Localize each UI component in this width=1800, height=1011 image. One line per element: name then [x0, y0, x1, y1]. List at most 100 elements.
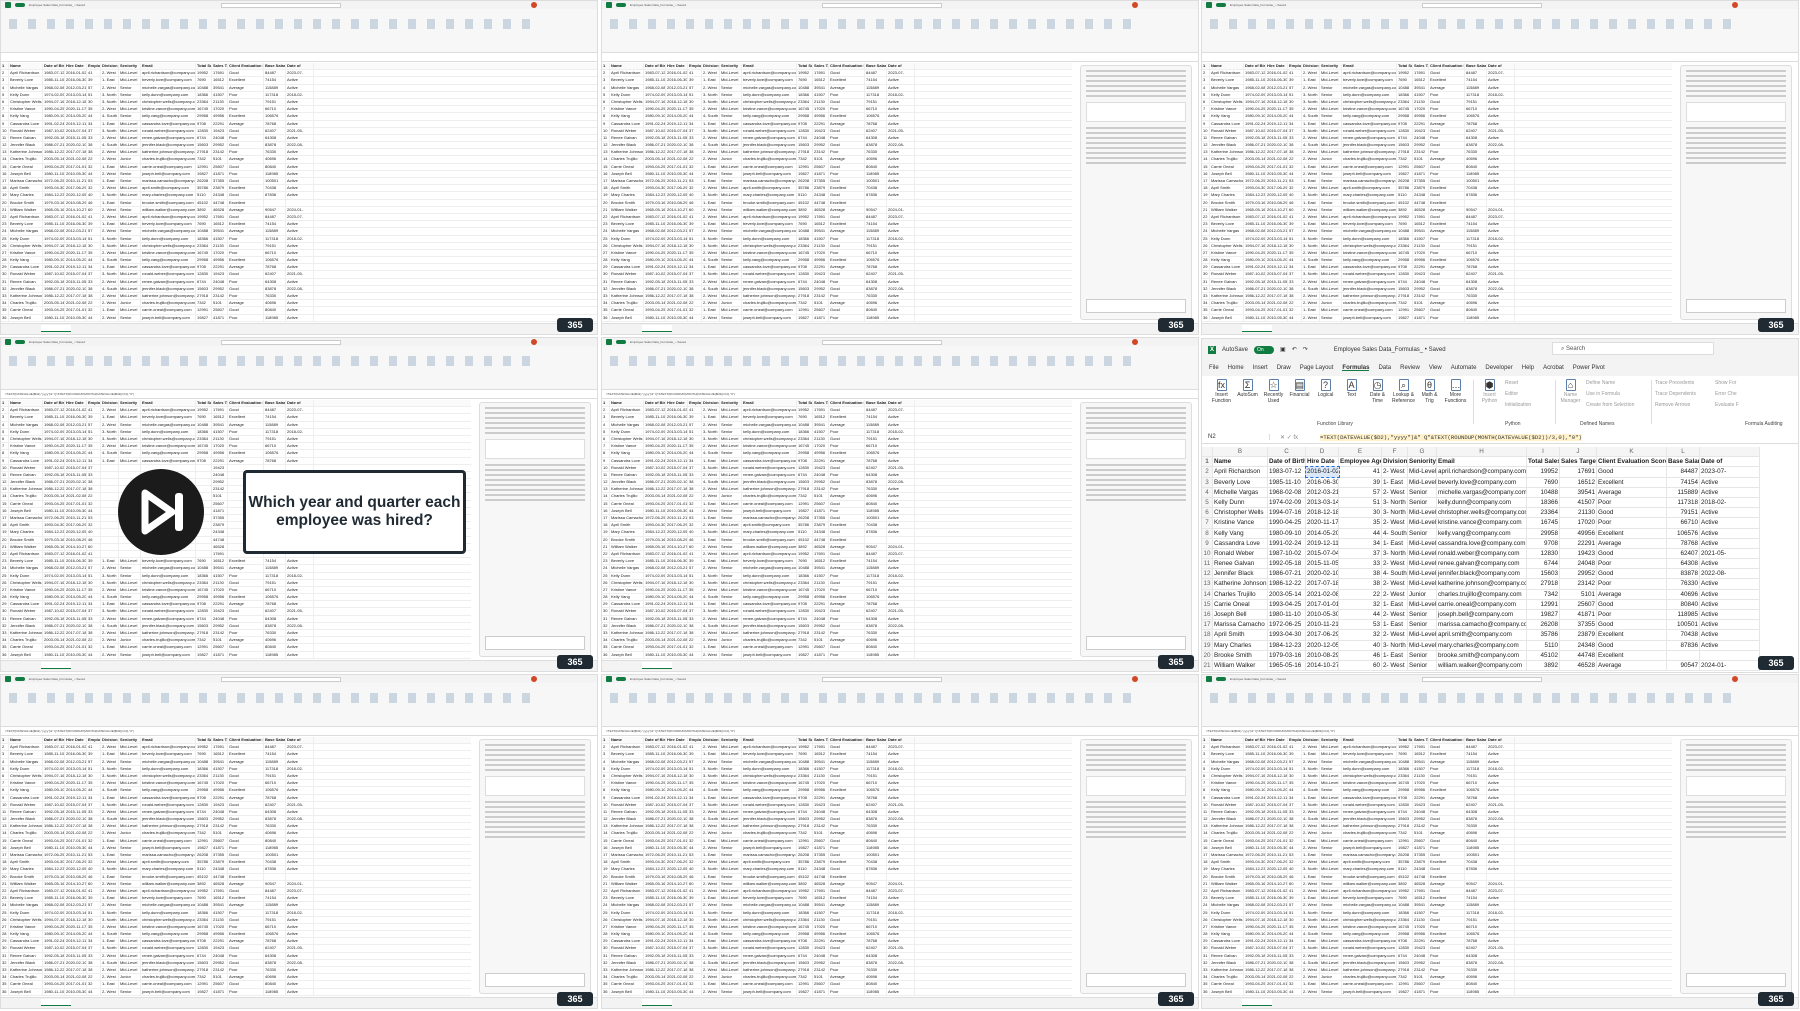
cell[interactable]: 44: [87, 651, 101, 658]
cell[interactable]: 2018-02-: [1487, 91, 1515, 98]
cell[interactable]: 2- West: [702, 923, 720, 931]
cell[interactable]: [141, 536, 196, 543]
cell[interactable]: 3- North: [1382, 548, 1408, 559]
cell[interactable]: 34: [1288, 120, 1302, 127]
ribbon-button-icon[interactable]: [199, 19, 207, 29]
cell[interactable]: 2020-11-17: [667, 923, 688, 931]
cell[interactable]: 66710: [1667, 518, 1700, 528]
cell[interactable]: Michelle Vargas: [9, 902, 43, 909]
cell[interactable]: 33: [688, 278, 702, 285]
cell[interactable]: april.smith@company.com: [742, 185, 797, 192]
cell[interactable]: 45102: [196, 199, 212, 206]
cell[interactable]: 10488: [1397, 84, 1413, 91]
cell[interactable]: Mid-Level: [119, 163, 141, 170]
cell[interactable]: 37: [1288, 801, 1302, 808]
cell[interactable]: 62407: [264, 801, 286, 808]
cell[interactable]: Good: [228, 192, 264, 199]
cell[interactable]: Good: [1429, 916, 1465, 923]
cell[interactable]: Poor: [829, 91, 865, 98]
cell[interactable]: Mid-Level: [720, 192, 742, 199]
ribbon-button-icon[interactable]: [199, 693, 207, 703]
cell[interactable]: Mid-Level: [1320, 142, 1342, 149]
cell[interactable]: 115889: [1465, 758, 1487, 765]
cell[interactable]: April Smith: [1213, 630, 1268, 640]
cell[interactable]: 21130: [212, 579, 228, 586]
cell[interactable]: Average: [829, 565, 865, 572]
cell[interactable]: 2020-02-10: [1267, 142, 1288, 149]
cell[interactable]: 21130: [212, 98, 228, 106]
cell[interactable]: 2- West: [101, 293, 119, 300]
cell[interactable]: 44: [1288, 170, 1302, 177]
cell[interactable]: 39541: [813, 228, 829, 235]
cell[interactable]: 2023-07-: [887, 550, 915, 558]
cell[interactable]: Kelly Vang: [610, 931, 644, 938]
cell[interactable]: 1980-09-10: [1245, 787, 1266, 794]
ribbon-button-icon[interactable]: [1210, 693, 1218, 703]
ribbon-button-icon[interactable]: [1229, 19, 1237, 29]
cell[interactable]: Mid-Level: [720, 264, 742, 271]
cell[interactable]: april.richardson@company.com: [142, 744, 196, 751]
cell[interactable]: 2- West: [702, 149, 720, 156]
cell[interactable]: Mid-Level: [119, 213, 141, 221]
ribbon-button-icon[interactable]: [1343, 19, 1351, 29]
ribbon-button-icon[interactable]: [1400, 693, 1408, 703]
cell[interactable]: 84487: [264, 887, 286, 895]
cell[interactable]: 2022-08-: [887, 479, 915, 486]
cell[interactable]: 1- East: [101, 264, 119, 271]
cell[interactable]: Poor: [1429, 923, 1465, 931]
cell[interactable]: 46528: [1413, 880, 1429, 887]
ribbon-button-icon[interactable]: [933, 356, 941, 366]
cell[interactable]: 3- North: [101, 428, 119, 435]
cell[interactable]: Good: [1429, 816, 1465, 823]
ribbon-button-icon[interactable]: [724, 19, 732, 29]
cell[interactable]: 32: [1288, 163, 1302, 170]
cell[interactable]: 83878: [865, 142, 887, 149]
cell[interactable]: Christopher Wells: [1211, 916, 1244, 923]
cell[interactable]: 2020-12-05: [66, 866, 87, 873]
cell[interactable]: Mid-Level: [119, 895, 141, 902]
cell[interactable]: 2- West: [101, 830, 119, 837]
ribbon-button-icon[interactable]: [914, 19, 922, 29]
cell[interactable]: 80840: [264, 307, 286, 314]
cell[interactable]: 4- South: [102, 285, 119, 292]
cell[interactable]: 7690: [1397, 77, 1413, 84]
cell[interactable]: Average: [829, 206, 865, 213]
cell[interactable]: 5110: [797, 192, 813, 199]
cell[interactable]: 51: [1288, 909, 1302, 916]
cell[interactable]: Mid-Level: [1320, 185, 1342, 192]
cell[interactable]: 2018-02-: [286, 765, 314, 772]
cell[interactable]: [264, 873, 286, 880]
cell[interactable]: Cassandra Love: [9, 794, 43, 801]
cell[interactable]: 1986-12-22: [645, 486, 666, 493]
cell[interactable]: Michelle Vargas: [1210, 758, 1244, 765]
ribbon-error-che[interactable]: Error Che: [1715, 391, 1737, 397]
cell[interactable]: Mary Charles: [1213, 640, 1268, 650]
cell[interactable]: 39541: [813, 758, 829, 765]
cell[interactable]: 16512: [212, 558, 228, 565]
ribbon-button-icon[interactable]: [47, 693, 55, 703]
cell[interactable]: 2010-05-30: [667, 314, 688, 321]
ribbon-button-icon[interactable]: [9, 356, 17, 366]
cell[interactable]: 1991-02-24: [1245, 120, 1266, 127]
cell[interactable]: 118985: [865, 651, 887, 658]
cell[interactable]: Senior: [720, 199, 742, 206]
cell[interactable]: 40: [688, 866, 702, 873]
cell[interactable]: 51: [688, 765, 702, 772]
cell[interactable]: 38: [1339, 569, 1382, 579]
cell[interactable]: Poor: [228, 630, 264, 637]
cell[interactable]: 1- East: [101, 120, 119, 127]
cell[interactable]: 1993-04-25: [44, 837, 65, 844]
cell[interactable]: Poor: [228, 765, 264, 772]
cell[interactable]: 2024-01-: [1700, 660, 1760, 671]
cell[interactable]: 1994-07-16: [645, 772, 666, 780]
cell[interactable]: 2- West: [702, 887, 720, 895]
cell[interactable]: 2018-12-18: [1267, 98, 1288, 106]
cell[interactable]: 3- North: [1302, 91, 1320, 98]
cell[interactable]: Mid-Level: [119, 307, 141, 314]
cell[interactable]: 16745: [196, 586, 212, 594]
cell[interactable]: 2010-05-30: [66, 844, 87, 851]
cell[interactable]: 16512: [1413, 221, 1429, 228]
cell[interactable]: 118985: [865, 314, 887, 321]
ribbon-button-icon[interactable]: [218, 693, 226, 703]
ribbon-date-time[interactable]: ◷ Date & Time: [1365, 379, 1390, 404]
